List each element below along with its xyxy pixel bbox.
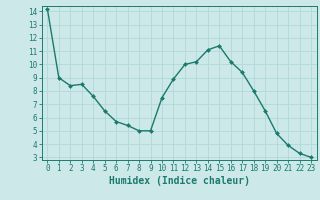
X-axis label: Humidex (Indice chaleur): Humidex (Indice chaleur) [109, 176, 250, 186]
